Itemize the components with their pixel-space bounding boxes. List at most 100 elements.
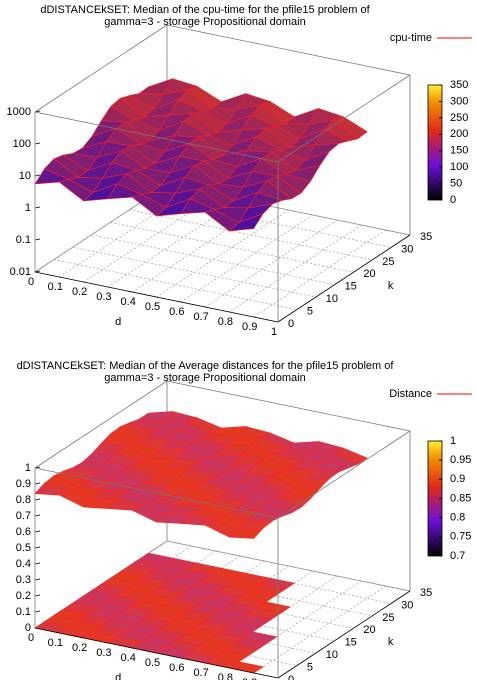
box-edge [34, 111, 279, 163]
y-axis-label: k [388, 636, 394, 648]
x-tick-label: 0.6 [169, 306, 184, 318]
colorbar-tick-label: 200 [450, 128, 468, 140]
y-tick-label: 5 [307, 305, 313, 317]
x-tick-label: 1 [271, 326, 277, 338]
tick-mark [34, 546, 41, 549]
z-tick-label: 1 [25, 462, 31, 474]
box-edge [166, 24, 411, 76]
colorbar-tick-label: 0 [450, 194, 456, 206]
z-tick-label: 0.2 [16, 590, 31, 602]
x-tick-label: 0 [28, 276, 34, 288]
grid-line [91, 234, 335, 286]
z-tick-label: 0.8 [16, 494, 31, 506]
y-tick-label: 35 [420, 587, 432, 599]
y-tick-label: 35 [420, 231, 432, 243]
tick-mark [34, 594, 41, 597]
y-tick-label: 20 [363, 268, 375, 280]
z-tick-label: 0.6 [16, 526, 31, 538]
y-tick-label: 15 [345, 281, 357, 293]
tick-mark [34, 174, 41, 177]
x-tick-label: 0 [28, 632, 34, 644]
box-edge [277, 590, 411, 679]
colorbar-tick-label: 300 [450, 95, 468, 107]
colorbar-tick-label: 0.9 [450, 473, 465, 485]
box-edge [277, 234, 411, 323]
tick-mark [34, 238, 41, 241]
y-tick-label: 10 [326, 293, 338, 305]
colorbar-tick-label: 0.7 [450, 550, 465, 562]
box-edge [277, 430, 411, 519]
x-tick-label: 0.8 [218, 316, 233, 328]
colorbar-tick-label: 150 [450, 145, 468, 157]
legend-label: cpu-time [390, 32, 432, 44]
colorbar-tick-label: 250 [450, 112, 468, 124]
tick-mark [34, 514, 41, 517]
x-tick-label: 0.2 [72, 642, 87, 654]
grid-line [53, 259, 297, 310]
tick-mark [34, 498, 41, 501]
x-tick-label: 0.3 [96, 647, 111, 659]
chart-title: gamma=3 - storage Propositional domain [104, 372, 305, 384]
z-tick-label: 10 [19, 170, 31, 182]
x-tick-label: 0.4 [121, 652, 136, 664]
grid-line [204, 219, 338, 308]
x-tick-label: 0.2 [72, 286, 87, 298]
x-tick-label: 0.1 [48, 637, 63, 649]
x-tick-label: 0.9 [242, 677, 257, 680]
y-tick-label: 0 [288, 318, 294, 330]
x-tick-label: 0.5 [145, 657, 160, 669]
legend-label: Distance [389, 388, 432, 400]
y-tick-label: 25 [382, 612, 394, 624]
x-tick-label: 0.7 [193, 667, 208, 679]
y-tick-label: 25 [382, 256, 394, 268]
x-tick-label: 0.7 [193, 311, 208, 323]
box-edge [34, 380, 168, 469]
x-axis-label: d [115, 316, 121, 328]
tick-mark [34, 530, 41, 533]
z-tick-label: 0.01 [10, 266, 31, 278]
z-tick-label: 0.1 [16, 234, 31, 246]
y-tick-label: 15 [345, 637, 357, 649]
z-tick-label: 0.1 [16, 606, 31, 618]
colorbar [427, 84, 443, 201]
x-tick-label: 0.5 [145, 301, 160, 313]
colorbar-tick-label: 350 [450, 79, 468, 91]
y-tick-label: 0 [288, 674, 294, 680]
z-tick-label: 1000 [7, 106, 31, 118]
chart-title: dDISTANCEkSET: Median of the Average dis… [17, 360, 395, 372]
box-edge [34, 627, 279, 679]
tick-mark [34, 562, 41, 565]
z-tick-label: 100 [13, 138, 31, 150]
surface-patch [228, 213, 264, 232]
z-tick-label: 0.3 [16, 574, 31, 586]
x-axis-label: d [115, 672, 121, 680]
grid-line [110, 221, 354, 273]
y-tick-label: 30 [401, 243, 413, 255]
grid-line [129, 209, 373, 261]
tick-mark [34, 142, 41, 145]
y-tick-label: 10 [326, 649, 338, 661]
colorbar-tick-label: 0.75 [450, 531, 471, 543]
tick-mark [34, 482, 41, 485]
chart-title: gamma=3 - storage Propositional domain [104, 16, 305, 28]
tick-mark [34, 206, 41, 209]
colorbar-tick-label: 0.95 [450, 454, 471, 466]
z-tick-label: 0.5 [16, 542, 31, 554]
colorbar-tick-label: 100 [450, 161, 468, 173]
tick-mark [34, 610, 41, 613]
z-tick-label: 1 [25, 202, 31, 214]
x-tick-label: 0.4 [121, 296, 136, 308]
colorbar-tick-label: 1 [450, 435, 456, 447]
box-edge [34, 467, 279, 519]
colorbar-tick-label: 0.85 [450, 492, 471, 504]
grid-line [72, 246, 316, 298]
x-tick-label: 0.1 [48, 281, 63, 293]
box-edge [277, 74, 411, 163]
y-tick-label: 5 [307, 661, 313, 673]
x-tick-label: 0.3 [96, 291, 111, 303]
y-tick-label: 20 [363, 624, 375, 636]
box-edge [34, 271, 279, 323]
z-tick-label: 0.7 [16, 510, 31, 522]
